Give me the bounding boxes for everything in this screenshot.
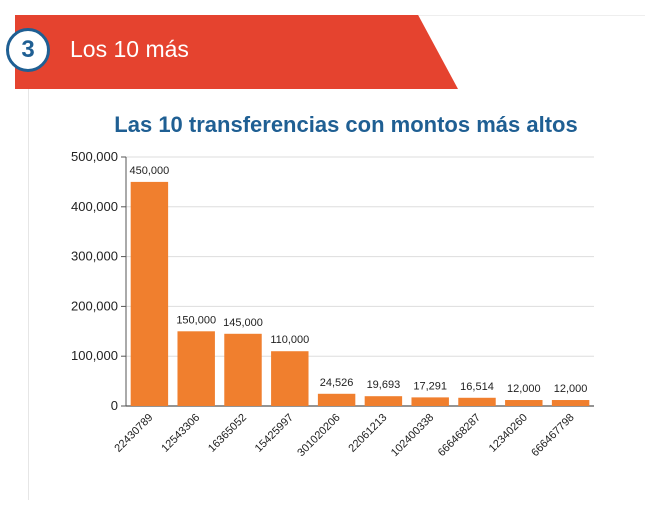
y-tick-label: 200,000	[71, 298, 118, 313]
step-badge: 3	[6, 28, 50, 72]
bar	[505, 400, 543, 406]
y-tick-label: 0	[111, 398, 118, 413]
bar	[364, 396, 403, 406]
data-label: 16,514	[460, 381, 494, 393]
data-label: 450,000	[130, 165, 170, 177]
bar	[224, 333, 262, 406]
y-tick-label: 300,000	[71, 249, 118, 264]
x-tick-label: 15425997	[253, 412, 296, 455]
data-label: 12,000	[507, 383, 541, 395]
bar	[130, 181, 169, 406]
y-tick-label: 100,000	[71, 348, 118, 363]
data-label: 24,526	[320, 377, 354, 389]
data-label: 110,000	[270, 334, 309, 346]
bar	[271, 351, 309, 406]
section-banner	[15, 15, 458, 89]
x-tick-label: 666468287	[436, 412, 483, 459]
bar	[551, 400, 590, 406]
x-tick-label: 666467798	[529, 412, 576, 459]
x-tick-label: 12340260	[487, 412, 530, 455]
data-label: 19,693	[367, 379, 401, 391]
data-label: 145,000	[223, 317, 263, 329]
y-tick-label: 500,000	[71, 149, 118, 164]
x-tick-label: 102400338	[389, 412, 436, 459]
x-tick-label: 22061213	[346, 412, 389, 455]
bar	[177, 331, 215, 406]
data-label: 12,000	[554, 383, 588, 395]
data-labels: 450,000 150,000 145,000 110,000 24,526 19,693…	[130, 165, 588, 395]
bars	[130, 181, 590, 406]
x-tick-label: 16365052	[206, 412, 249, 455]
x-axis: 22430789 12543306 16365052 15425997 30102020…	[112, 412, 576, 459]
chart-title: Las 10 transferencias con montos más alt…	[114, 112, 577, 137]
section-title: Los 10 más	[70, 36, 189, 62]
y-tick-label: 400,000	[71, 199, 118, 214]
y-axis: 0 100,000 200,000 300,000 400,000 500,000	[71, 149, 594, 413]
data-label: 17,291	[413, 380, 447, 392]
data-label: 150,000	[176, 314, 216, 326]
bar	[317, 393, 356, 406]
x-tick-label: 301020206	[295, 412, 342, 459]
x-tick-label: 12543306	[159, 412, 202, 455]
bar	[458, 397, 496, 406]
bar	[411, 397, 449, 406]
x-tick-label: 22430789	[112, 412, 155, 455]
